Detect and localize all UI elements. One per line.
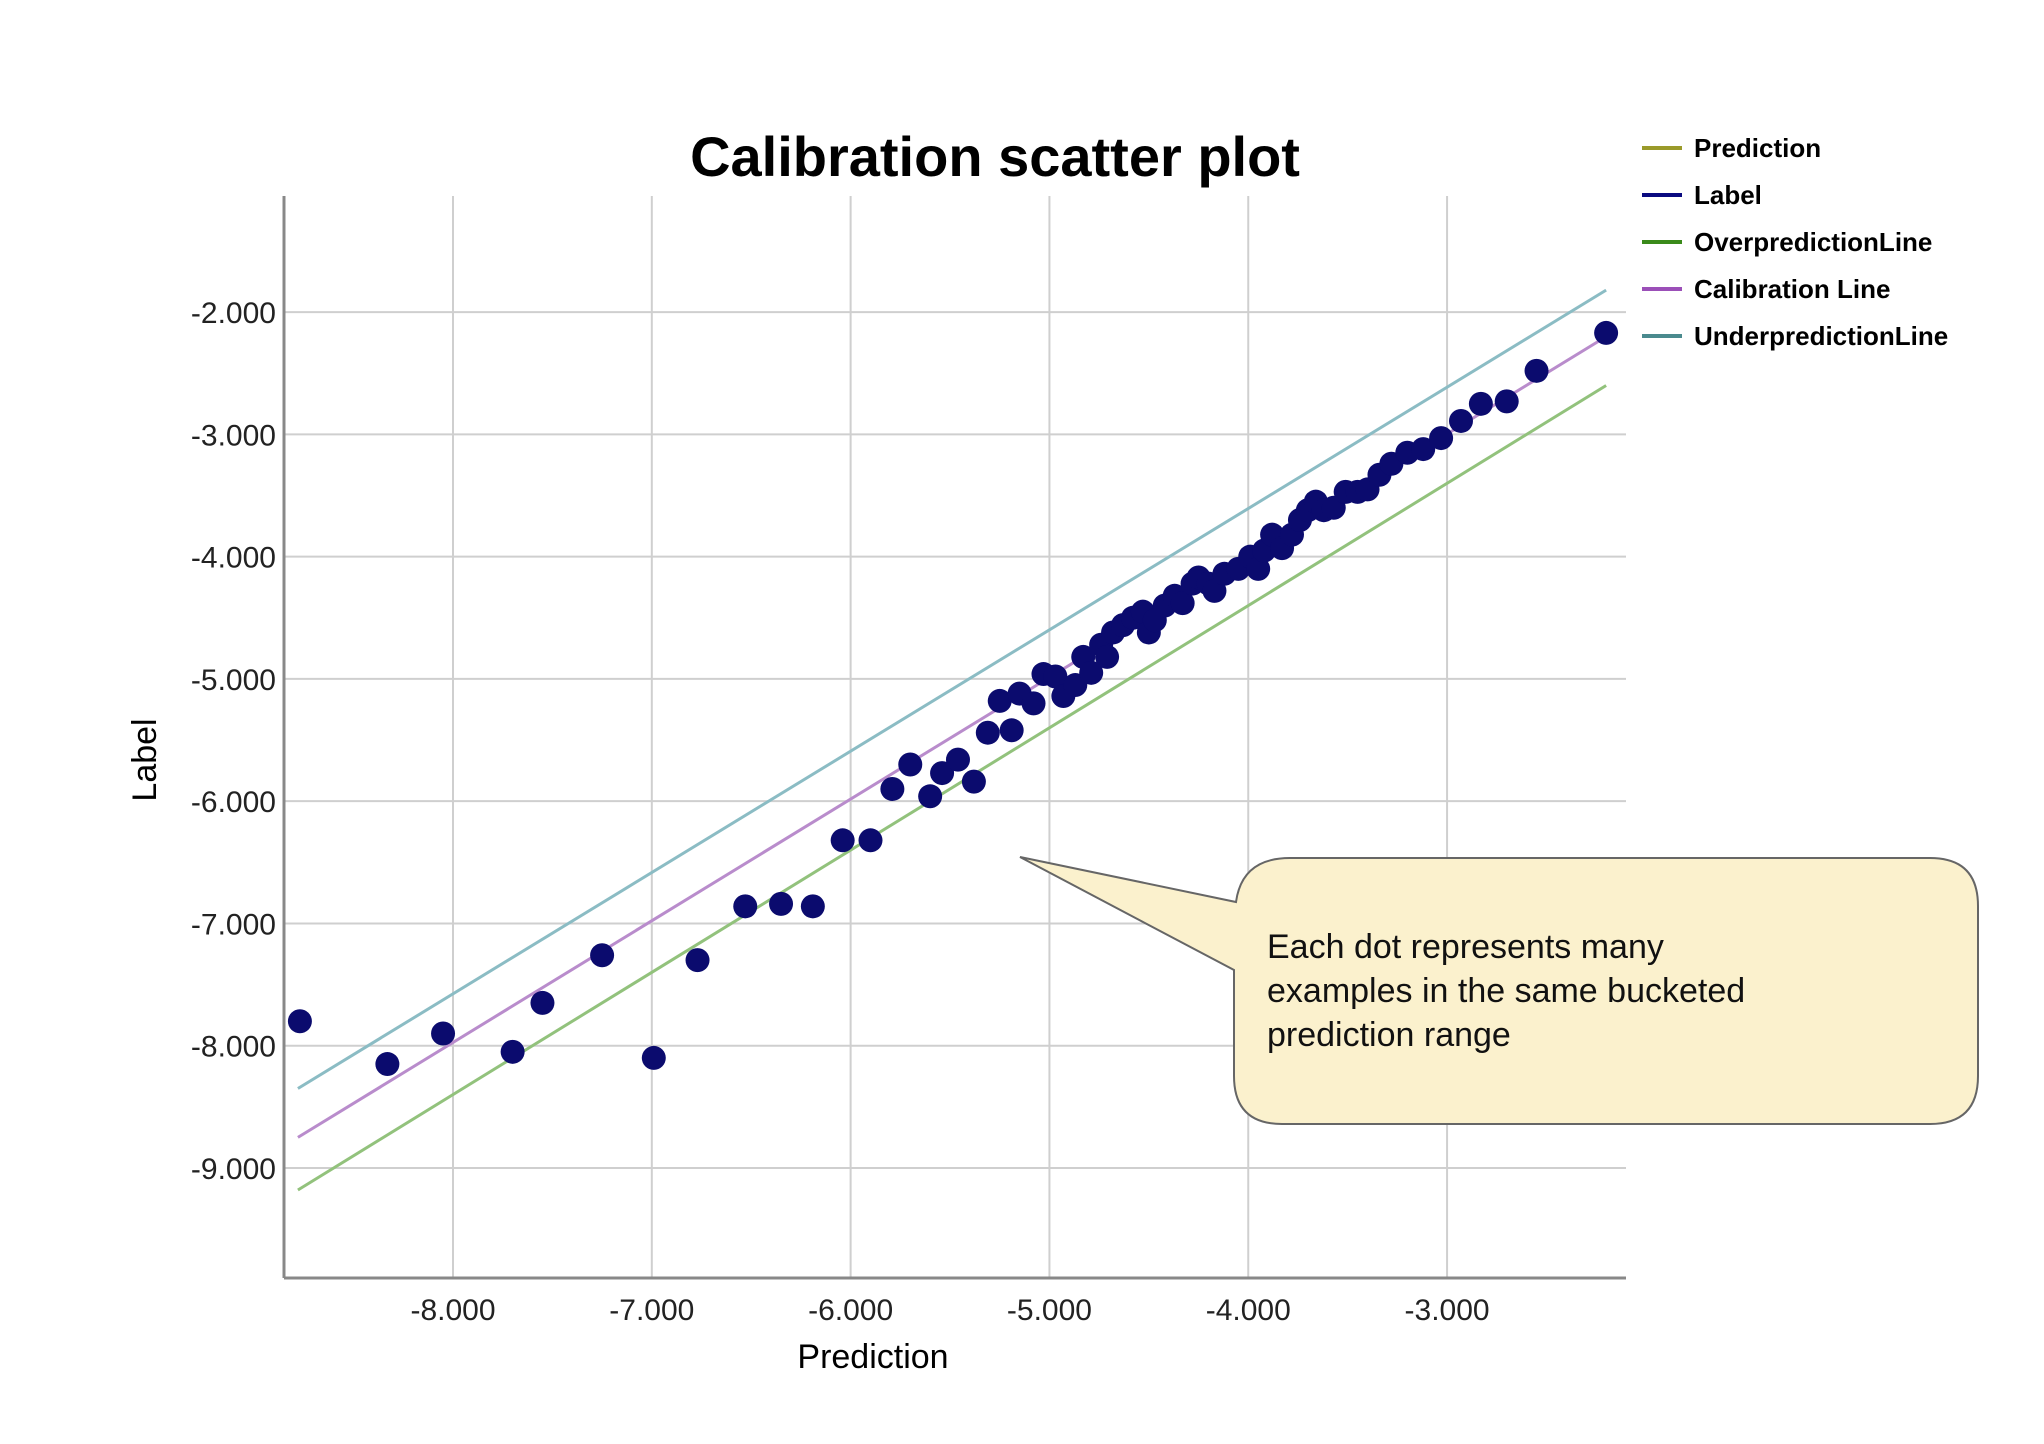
callout-bubble (1019, 856, 1979, 1125)
legend: Prediction Label OverpredictionLine Calibra… (1642, 133, 1948, 351)
data-point (800, 894, 825, 919)
data-point (375, 1052, 400, 1077)
legend-label: OverpredictionLine (1694, 227, 1932, 257)
data-point (1524, 358, 1549, 383)
annotation-callout: Each dot represents many examples in the … (1019, 856, 1979, 1125)
data-point (500, 1039, 525, 1064)
y-axis-label: Label (126, 718, 164, 801)
legend-label: Prediction (1694, 133, 1821, 163)
data-point (918, 784, 943, 809)
data-point (1448, 408, 1473, 433)
data-point (733, 894, 758, 919)
data-point (1079, 660, 1104, 685)
legend-item: Prediction (1642, 133, 1821, 163)
x-tick-label: -8.000 (410, 1294, 495, 1327)
data-point (1594, 320, 1619, 345)
data-point (590, 943, 615, 968)
data-point (830, 828, 855, 853)
legend-label: UnderpredictionLine (1694, 321, 1948, 351)
data-points (287, 320, 1619, 1077)
data-point (287, 1009, 312, 1034)
data-point (1043, 664, 1068, 689)
legend-item: OverpredictionLine (1642, 227, 1932, 257)
chart-title: Calibration scatter plot (690, 125, 1300, 188)
data-point (858, 828, 883, 853)
x-tick-label: -3.000 (1405, 1294, 1490, 1327)
y-tick-label: -6.000 (191, 786, 276, 819)
data-point (987, 688, 1012, 713)
y-tick-label: -9.000 (191, 1153, 276, 1186)
callout-text: Each dot represents many examples in the … (1267, 928, 1745, 1054)
y-tick-label: -2.000 (191, 297, 276, 330)
data-point (1095, 644, 1120, 669)
data-point (1429, 426, 1454, 451)
underpredictionline-series (297, 288, 1607, 1090)
x-tick-label: -6.000 (808, 1294, 893, 1327)
y-tick-label: -5.000 (191, 664, 276, 697)
legend-item: Label (1642, 180, 1762, 210)
x-tick-labels: -8.000 -7.000 -6.000 -5.000 -4.000 -3.000 (410, 1294, 1489, 1327)
data-point (945, 747, 970, 772)
data-point (641, 1045, 666, 1070)
legend-label: Label (1694, 180, 1762, 210)
data-point (961, 769, 986, 794)
data-point (1494, 389, 1519, 414)
y-tick-label: -4.000 (191, 542, 276, 575)
data-point (1170, 591, 1195, 616)
data-point (1468, 391, 1493, 416)
data-point (1246, 556, 1271, 581)
legend-label: Calibration Line (1694, 274, 1890, 304)
legend-item: UnderpredictionLine (1642, 321, 1948, 351)
y-tick-label: -3.000 (191, 419, 276, 452)
legend-item: Calibration Line (1642, 274, 1890, 304)
x-axis-label: Prediction (797, 1338, 948, 1376)
data-point (1021, 691, 1046, 716)
x-tick-label: -4.000 (1206, 1294, 1291, 1327)
x-tick-label: -5.000 (1007, 1294, 1092, 1327)
data-point (898, 752, 923, 777)
y-tick-label: -8.000 (191, 1031, 276, 1064)
data-point (1411, 437, 1436, 462)
y-tick-labels: -2.000 -3.000 -4.000 -5.000 -6.000 -7.000 -8.0… (191, 297, 276, 1186)
data-point (685, 948, 710, 973)
data-point (999, 718, 1024, 743)
x-tick-label: -7.000 (609, 1294, 694, 1327)
data-point (975, 720, 1000, 745)
data-point (431, 1021, 456, 1046)
data-point (880, 776, 905, 801)
data-point (530, 990, 555, 1015)
axes (282, 196, 1626, 1280)
data-point (930, 761, 955, 786)
y-tick-label: -7.000 (191, 908, 276, 941)
data-point (769, 891, 794, 916)
